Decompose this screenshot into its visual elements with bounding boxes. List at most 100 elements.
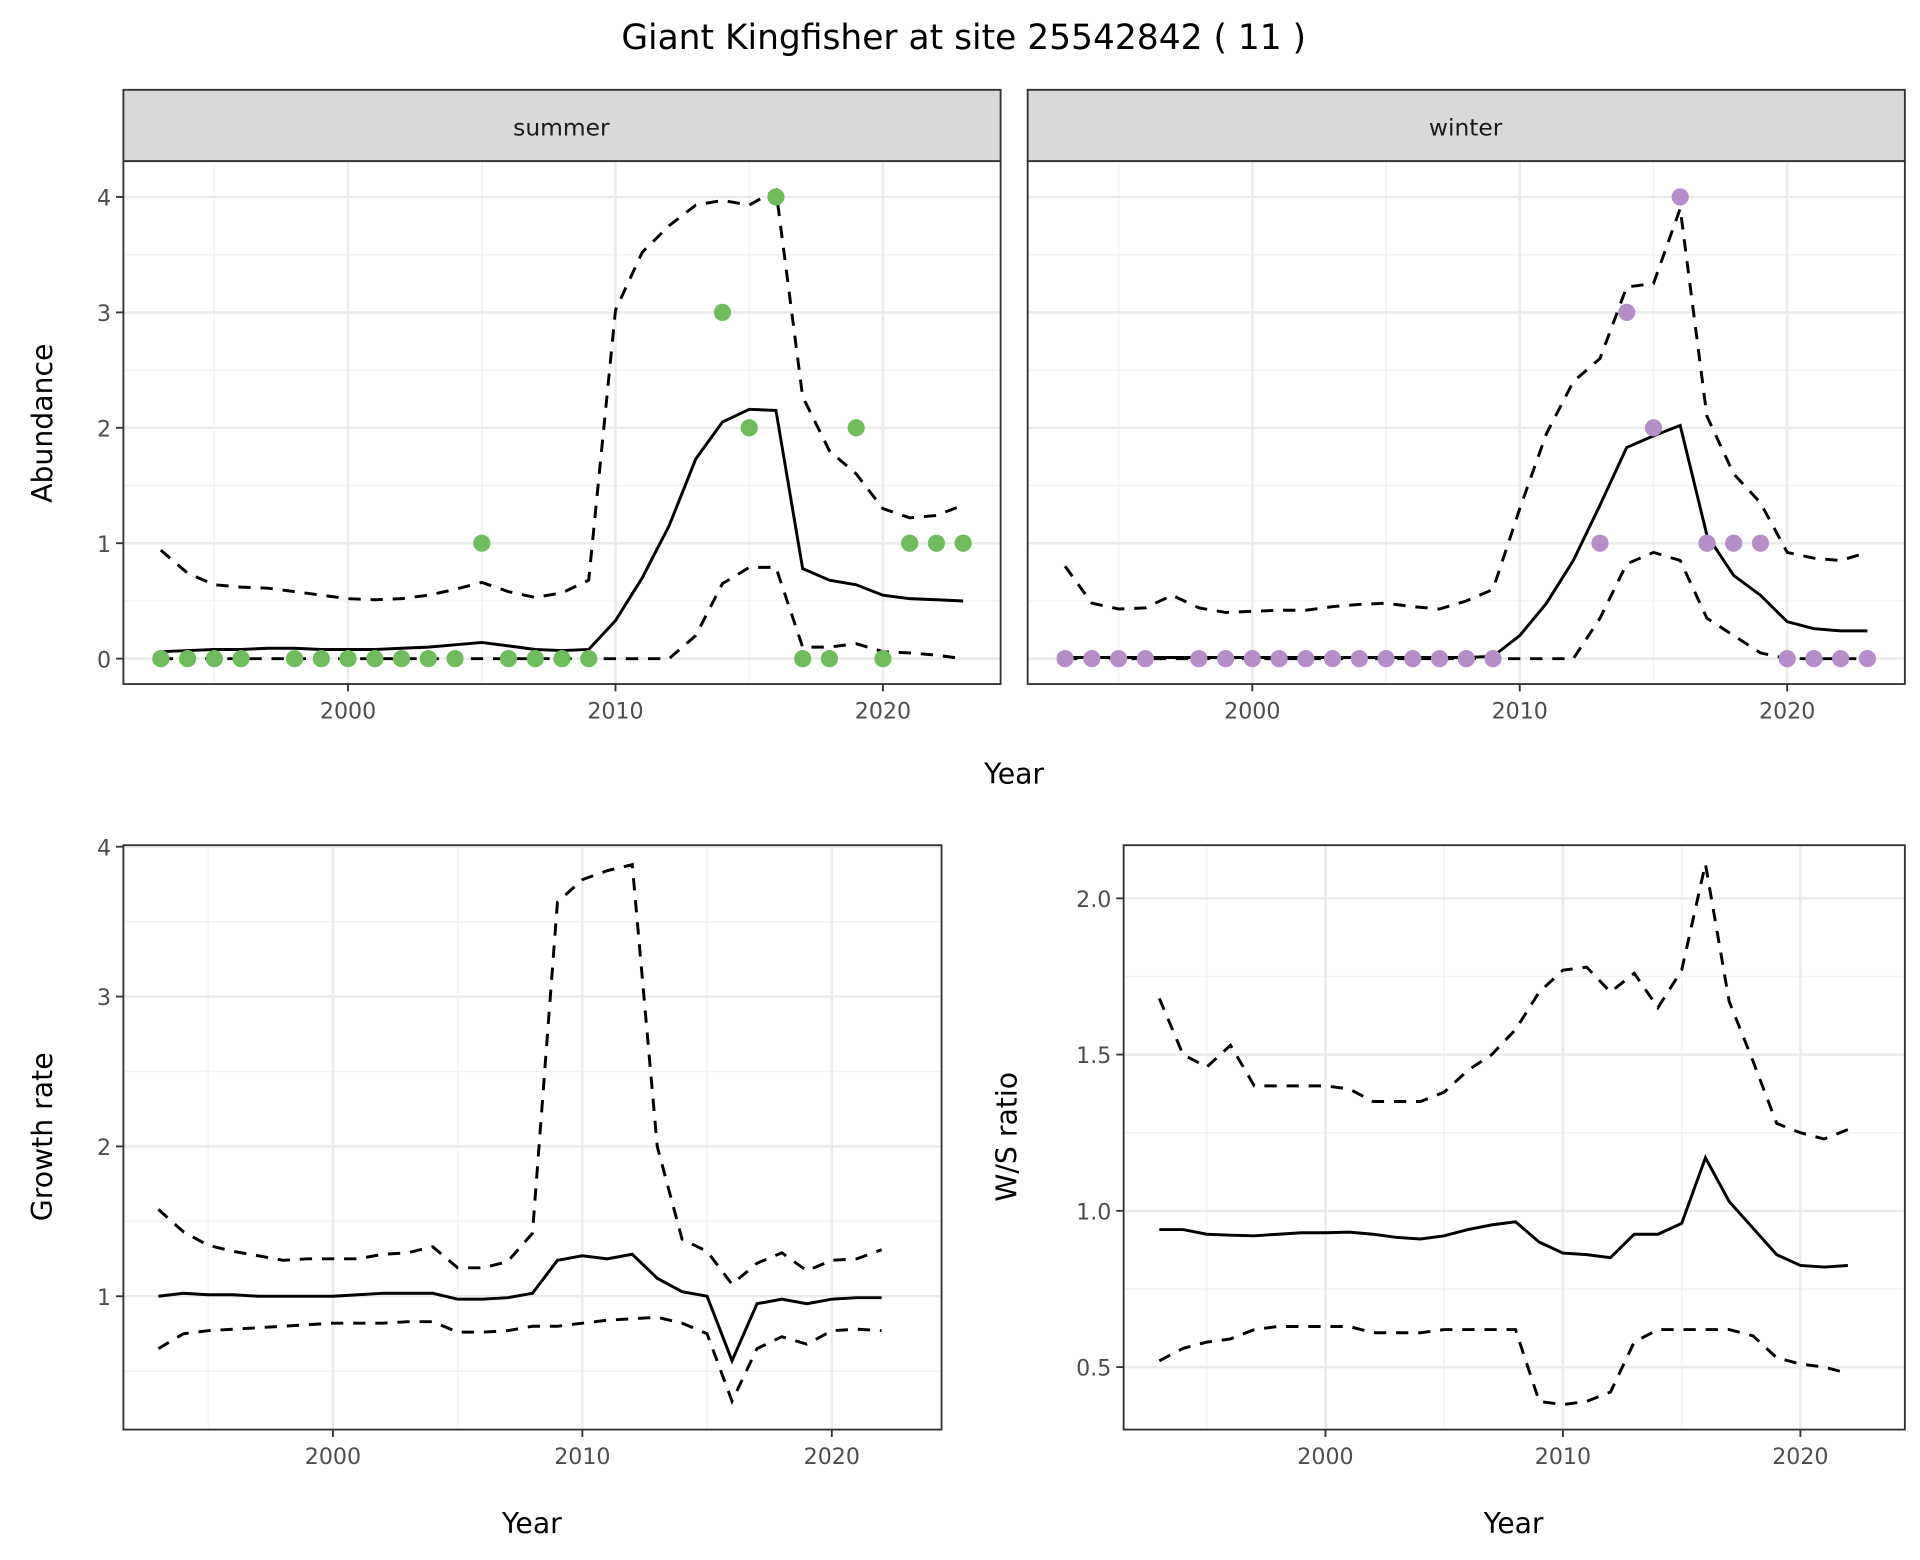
observation-point [312,650,330,668]
observation-point [419,650,437,668]
observation-point [392,650,411,668]
strip-winter [1026,88,1906,163]
mean-line [1159,1154,1848,1269]
observation-point [740,419,758,437]
lower-bound-line [1158,1325,1849,1407]
mean-line [158,1252,882,1365]
x-axis-label-ws-ratio: Year [1483,1507,1544,1540]
observation-point [1805,650,1823,668]
observation-point [285,650,304,668]
observation-point [1136,650,1154,668]
observation-point [499,650,518,668]
x-tick-label: 2020 [1759,698,1815,724]
observation-point [767,188,785,206]
y-tick-label: 1 [97,1285,111,1311]
strip-summer [122,88,1002,163]
observation-point [1484,650,1502,668]
x-tick-label: 2010 [587,698,643,724]
upper-bound-line [159,187,964,602]
observation-point [232,650,250,668]
observation-point [339,650,357,668]
observation-point [794,650,812,668]
x-axis-label-growth: Year [501,1507,562,1540]
y-tick-label: 1.0 [1076,1199,1111,1225]
panel-border [122,160,1002,685]
y-axis-label-ws-ratio: W/S ratio [991,1072,1024,1202]
x-tick-label: 2020 [855,698,911,724]
observation-point [152,650,170,668]
observation-point [1618,303,1636,321]
panel-border [1122,844,1906,1431]
observation-point [847,419,865,437]
observation-point [205,650,223,668]
observation-point [366,650,384,668]
x-tick-label: 2000 [320,698,376,724]
y-axis-label-abundance: Abundance [26,344,59,503]
observation-point [1109,650,1128,668]
observation-point [526,650,544,668]
upper-bound-line [1157,863,1849,1141]
observation-point [1751,534,1770,552]
panel-border [122,844,943,1431]
observation-point [713,303,732,321]
panel-growth-rate: 2000 2010 2020 1 2 3 4 [97,835,943,1470]
y-tick-label: 2 [97,416,111,442]
x-tick-label: 2020 [804,1444,860,1470]
observation-point [580,650,598,668]
y-tick-label: 0.5 [1076,1356,1111,1382]
observation-point [1778,650,1796,668]
plot-background [1027,161,1905,685]
x-tick-label: 2020 [1772,1444,1828,1470]
observation-point [1430,650,1449,668]
observation-point [874,650,892,668]
observation-point [473,534,491,552]
panel-winter-abundance: 2000 2010 2020 [1026,160,1906,724]
strip-winter-label: winter [1429,113,1503,141]
plot-background [1123,845,1905,1430]
x-tick-label: 2010 [554,1444,610,1470]
y-tick-label: 3 [97,301,111,327]
observation-point [1644,419,1663,437]
observation-point [1190,650,1208,668]
y-tick-label: 0 [97,647,111,673]
x-tick-label: 2010 [1535,1444,1591,1470]
observation-point [901,534,919,552]
panel-border [1026,160,1906,685]
observation-point [1591,534,1609,552]
upper-bound-line [157,862,883,1287]
x-tick-label: 2000 [1297,1444,1353,1470]
observation-point [1858,650,1877,668]
strip-summer-label: summer [513,113,610,141]
x-tick-label: 2010 [1492,698,1548,724]
observation-point [1270,650,1288,668]
x-axis-label-top: Year [983,758,1044,791]
lower-bound-line [157,1315,882,1405]
observation-point [1404,650,1422,668]
observation-point [954,534,972,552]
upper-bound-line [1063,208,1868,614]
observation-point [1056,650,1074,668]
observation-point [1698,534,1716,552]
y-tick-label: 1.5 [1076,1043,1111,1069]
plot-background [123,845,942,1430]
y-tick-label: 2 [97,1135,111,1161]
observation-point [1297,650,1315,668]
panel-ws-ratio: 2000 2010 2020 0.5 1.0 1.5 2.0 [1076,844,1906,1470]
observation-point [820,650,839,668]
observation-point [1377,650,1395,668]
observation-point [1083,650,1101,668]
observation-point [178,650,197,668]
observation-point [1832,650,1850,668]
plot-background [123,161,1001,685]
y-tick-label: 4 [97,186,111,212]
y-tick-label: 4 [97,835,111,861]
observation-point [1725,534,1743,552]
observation-point [1323,650,1342,668]
chart-title: Giant Kingfisher at site 25542842 ( 11 ) [621,18,1306,58]
x-tick-label: 2000 [1224,698,1280,724]
observation-point [1457,650,1475,668]
y-axis-label-growth: Growth rate [26,1052,59,1221]
observation-point [927,534,946,552]
observation-point [446,650,464,668]
